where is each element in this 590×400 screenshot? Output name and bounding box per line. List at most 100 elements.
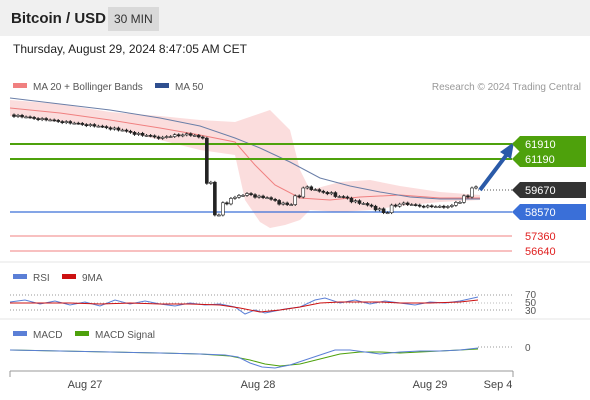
candle-body xyxy=(76,122,81,125)
level-tag-58570 xyxy=(512,204,586,220)
candle-body xyxy=(96,125,101,128)
candle-body xyxy=(108,127,113,130)
candle-body xyxy=(104,126,109,129)
candle-body xyxy=(132,132,137,135)
candle-body xyxy=(12,114,16,117)
candle-body xyxy=(301,187,306,198)
ma20-legend-swatch xyxy=(13,83,27,88)
candle-body xyxy=(140,133,145,136)
candle-body xyxy=(217,214,221,217)
candle-body xyxy=(197,135,201,138)
candle-body xyxy=(458,202,462,204)
candle-body xyxy=(60,121,65,123)
candle-body xyxy=(309,186,314,190)
rsi-signal-line xyxy=(10,299,479,313)
candle-body xyxy=(152,135,157,138)
credit-label: Research © 2024 Trading Central xyxy=(432,82,581,93)
candle-body xyxy=(164,136,169,138)
candle-body xyxy=(253,194,257,198)
candle-body xyxy=(381,208,386,213)
candle-body xyxy=(68,121,73,124)
level-tag-61910 xyxy=(512,136,586,152)
candle-body xyxy=(470,187,474,198)
level-value-56640: 56640 xyxy=(525,246,556,258)
candle-body xyxy=(229,198,233,205)
timeframe-button[interactable]: 30 MIN xyxy=(108,7,159,31)
candle-body xyxy=(225,202,229,205)
candle-body xyxy=(385,212,390,214)
rsi-tick-50: 50 xyxy=(525,298,537,309)
candle-body xyxy=(213,181,217,216)
candle-body xyxy=(128,130,133,133)
x-label-aug27: Aug 27 xyxy=(68,379,103,391)
candle-body xyxy=(237,195,241,198)
candle-body xyxy=(205,137,209,184)
candle-body xyxy=(241,195,245,197)
candle-body xyxy=(401,202,406,205)
candle-body xyxy=(24,116,28,119)
level-tag-61190 xyxy=(512,151,586,167)
candle-body xyxy=(32,117,36,119)
candle-body xyxy=(209,181,213,184)
candle-body xyxy=(201,136,205,139)
candle-body xyxy=(289,204,293,206)
candle-body xyxy=(389,204,394,213)
rsi-tick-70: 70 xyxy=(525,290,537,301)
candle-body xyxy=(92,124,97,127)
rsi-ma-legend-swatch xyxy=(62,274,76,279)
rsi-tick-30: 30 xyxy=(525,306,537,317)
macd-signal-legend-swatch xyxy=(75,331,89,336)
candle-body xyxy=(377,208,382,211)
candle-body xyxy=(28,116,32,119)
candle-body xyxy=(349,197,354,203)
level-value-61190: 61190 xyxy=(525,154,555,166)
candle-body xyxy=(462,195,466,203)
candle-body xyxy=(80,123,85,125)
candle-body xyxy=(357,200,362,204)
candle-body xyxy=(313,189,318,191)
candle-body xyxy=(176,134,181,137)
candle-body xyxy=(321,190,326,193)
candle-body xyxy=(438,205,442,208)
candle-body xyxy=(16,115,20,117)
ma20-line xyxy=(9,107,480,201)
candle-body xyxy=(409,204,414,206)
candle-body xyxy=(221,202,225,216)
candle-body xyxy=(233,196,237,199)
candle-body xyxy=(136,133,141,135)
instrument-title: Bitcoin / USD xyxy=(11,10,107,27)
ma50-line xyxy=(9,97,480,200)
candle-body xyxy=(434,206,438,208)
candle-body xyxy=(144,135,149,137)
macd-signal-legend-label: MACD Signal xyxy=(95,330,155,341)
candle-body xyxy=(450,205,454,207)
candle-body xyxy=(417,204,422,207)
candle-body xyxy=(466,195,470,198)
ma50-legend-swatch xyxy=(155,83,169,88)
candle-body xyxy=(20,115,24,118)
macd-legend-swatch xyxy=(13,331,27,336)
candle-body xyxy=(72,122,77,125)
candle-body xyxy=(413,204,418,206)
candle-body xyxy=(325,192,330,195)
candle-body xyxy=(172,134,177,137)
candle-body xyxy=(184,133,189,136)
candle-body xyxy=(293,195,298,205)
candle-body xyxy=(393,204,398,207)
candle-body xyxy=(353,200,358,203)
macd-legend-label: MACD xyxy=(33,330,62,341)
candle-body xyxy=(192,135,197,137)
candle-body xyxy=(317,189,322,192)
rsi-legend-label: RSI xyxy=(33,273,50,284)
bollinger-band xyxy=(10,100,480,228)
candle-body xyxy=(454,202,458,206)
candle-body xyxy=(265,197,269,199)
candle-body xyxy=(333,192,338,197)
candle-body xyxy=(112,127,117,130)
ma50-legend-label: MA 50 xyxy=(175,82,204,93)
candle-body xyxy=(100,125,105,128)
candle-body xyxy=(369,204,374,207)
candle-body xyxy=(156,136,161,139)
candle-body xyxy=(285,202,289,205)
